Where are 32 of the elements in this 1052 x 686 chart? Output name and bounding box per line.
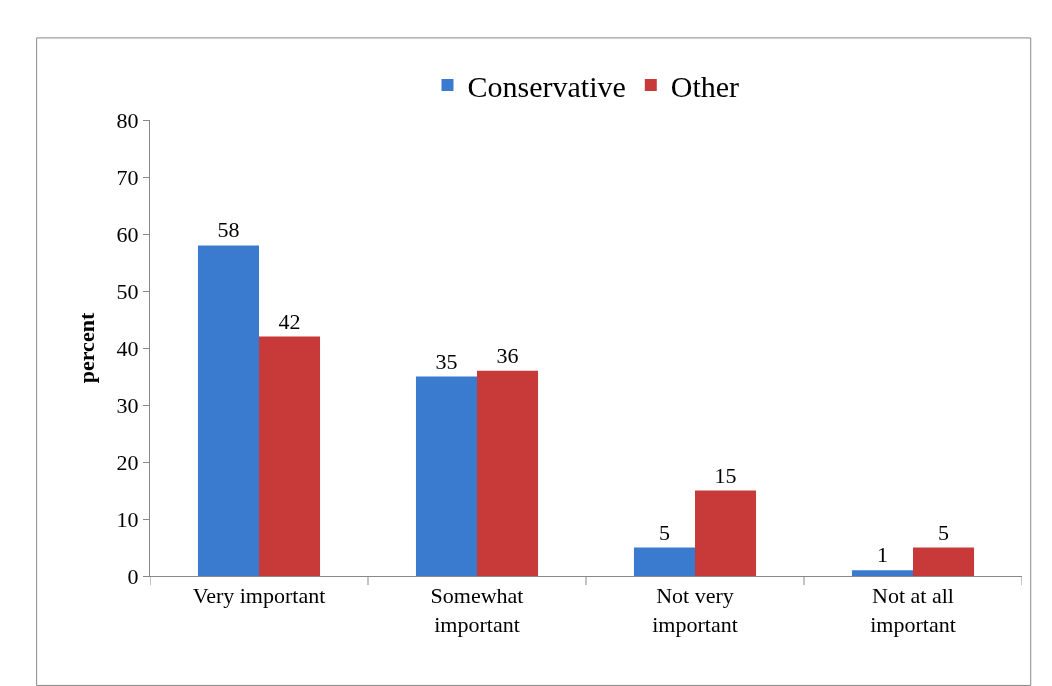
data-label: 1 — [876, 542, 888, 568]
data-label: 58 — [217, 217, 240, 243]
x-tick-label: Very important — [192, 583, 326, 609]
bar — [197, 245, 259, 576]
bar — [415, 376, 477, 576]
bar — [259, 336, 321, 576]
data-label: 42 — [278, 308, 301, 334]
x-tick-label: Somewhat important — [430, 583, 524, 637]
legend-label: Conservative — [467, 69, 626, 103]
x-tick-label: Not at all important — [870, 583, 956, 637]
y-tick-label: 40 — [116, 335, 139, 361]
y-tick-label: 80 — [116, 107, 139, 133]
x-tick-label: Not very important — [652, 583, 738, 637]
data-label: 15 — [714, 462, 737, 488]
bar — [851, 570, 913, 576]
bar — [477, 370, 539, 576]
y-tick-label: 70 — [116, 164, 139, 190]
y-tick-label: 10 — [116, 506, 139, 532]
bar — [633, 547, 695, 576]
bar — [695, 490, 757, 576]
y-tick-label: 50 — [116, 278, 139, 304]
bar — [913, 547, 975, 576]
data-label: 35 — [435, 348, 458, 374]
y-axis-title: percent — [74, 312, 100, 384]
y-tick-label: 30 — [116, 392, 139, 418]
data-label: 5 — [938, 519, 950, 545]
y-tick-label: 20 — [116, 449, 139, 475]
data-label: 36 — [496, 342, 519, 368]
data-label: 5 — [658, 519, 670, 545]
y-tick-label: 60 — [116, 221, 139, 247]
legend-label: Other — [670, 69, 740, 103]
y-tick-label: 0 — [127, 563, 139, 589]
